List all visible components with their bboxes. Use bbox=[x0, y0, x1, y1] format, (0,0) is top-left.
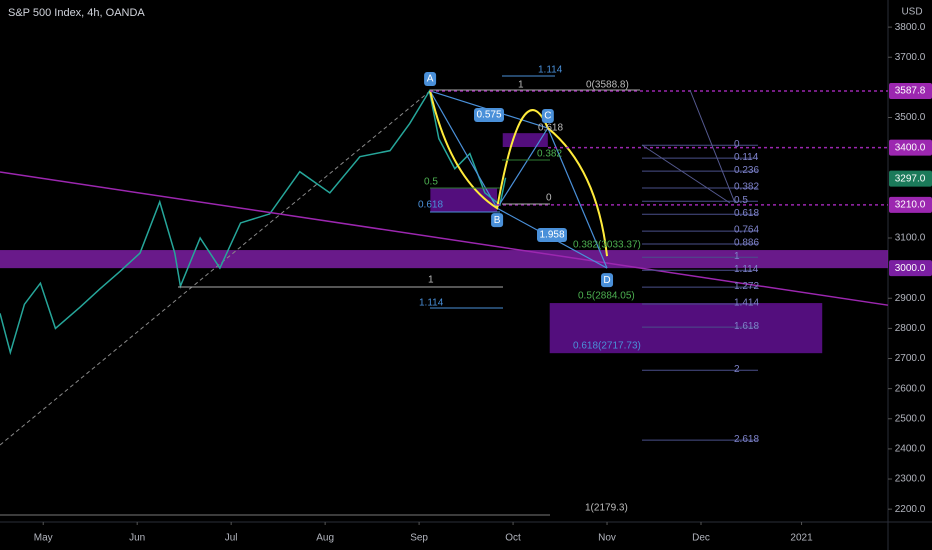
point-badge bbox=[491, 213, 504, 228]
chart-title: S&P 500 Index, 4h, OANDA bbox=[8, 7, 145, 19]
fib-label: 0.114 bbox=[734, 152, 759, 163]
fib-label: 2.618 bbox=[734, 434, 759, 445]
price-tag-label: 3000.0 bbox=[895, 263, 926, 274]
price-line bbox=[0, 88, 507, 356]
annotation: 0.618 bbox=[418, 200, 443, 211]
pattern-leg bbox=[547, 127, 608, 269]
y-tick-label: 2800.0 bbox=[895, 323, 926, 334]
price-tag bbox=[889, 83, 932, 100]
point-label: D bbox=[603, 275, 610, 286]
y-tick-label: 3500.0 bbox=[895, 112, 926, 123]
point-badge bbox=[424, 71, 437, 86]
y-tick-label: 2700.0 bbox=[895, 353, 926, 364]
y-tick-label: 2500.0 bbox=[895, 413, 926, 424]
annotation: 0.382 bbox=[537, 149, 562, 160]
y-tick-label: 2200.0 bbox=[895, 504, 926, 515]
annotation: 0.382(3033.37) bbox=[573, 240, 641, 251]
xa-leg bbox=[0, 90, 431, 446]
fib-box bbox=[549, 303, 823, 354]
annotation: 1.114 bbox=[419, 298, 444, 309]
fib-label: 1.618 bbox=[734, 321, 759, 332]
y-tick-label: 3700.0 bbox=[895, 52, 926, 63]
price-tag-label: 3297.0 bbox=[895, 173, 926, 184]
annotation: 0.618 bbox=[538, 123, 563, 134]
fib-label: 0.382 bbox=[734, 182, 759, 193]
fib-label: 1.272 bbox=[734, 281, 759, 292]
x-tick-label: May bbox=[34, 533, 53, 544]
price-tag-label: 3210.0 bbox=[895, 200, 926, 211]
annotation: 0(3588.8) bbox=[586, 80, 629, 91]
y-tick-label: 2900.0 bbox=[895, 293, 926, 304]
trendline bbox=[0, 171, 889, 306]
fib-box bbox=[502, 133, 548, 148]
point-badge bbox=[541, 109, 554, 124]
y-tick-label: 3800.0 bbox=[895, 22, 926, 33]
annotation: 0.5 bbox=[424, 177, 438, 188]
price-tag bbox=[889, 196, 932, 213]
ratio-badge bbox=[474, 108, 504, 122]
y-tick-label: 2300.0 bbox=[895, 474, 926, 485]
price-tag bbox=[889, 170, 932, 187]
x-tick-label: Jun bbox=[129, 533, 145, 544]
point-label: A bbox=[427, 74, 434, 85]
fib-label: 0.618 bbox=[734, 208, 759, 219]
pattern-leg bbox=[496, 127, 549, 209]
y-tick-label: 3100.0 bbox=[895, 233, 926, 244]
fib-label: 1.114 bbox=[734, 264, 759, 275]
annotation: 1 bbox=[428, 275, 434, 286]
annotation: 0 bbox=[546, 193, 552, 204]
price-tag-label: 3587.8 bbox=[895, 86, 926, 97]
fib-label: 0 bbox=[734, 139, 740, 150]
y-tick-label: 2400.0 bbox=[895, 444, 926, 455]
fib-label: 1 bbox=[734, 251, 740, 262]
fib-label: 1.414 bbox=[734, 298, 759, 309]
price-tag-label: 3400.0 bbox=[895, 142, 926, 153]
price-tag bbox=[889, 260, 932, 277]
annotation: 0.5(2884.05) bbox=[578, 291, 635, 302]
x-tick-label: Dec bbox=[692, 533, 710, 544]
point-label: C bbox=[544, 111, 551, 122]
y-tick-label: 2600.0 bbox=[895, 383, 926, 394]
price-tag bbox=[889, 139, 932, 156]
annotation: 1(2179.3) bbox=[585, 503, 628, 514]
annotation: 1.114 bbox=[538, 65, 563, 76]
fib-diagonal bbox=[689, 89, 736, 204]
ratio-badge bbox=[537, 228, 567, 242]
x-tick-label: Oct bbox=[505, 533, 521, 544]
fib-label: 2 bbox=[734, 364, 740, 375]
fib-label: 0.5 bbox=[734, 195, 748, 206]
pattern-leg bbox=[429, 90, 498, 209]
ratio-label: 0.575 bbox=[476, 110, 501, 121]
y-unit: USD bbox=[901, 7, 922, 18]
x-tick-label: 2021 bbox=[790, 533, 813, 544]
fib-label: 0.886 bbox=[734, 238, 759, 249]
x-tick-label: Aug bbox=[316, 533, 334, 544]
fib-label: 0.236 bbox=[734, 165, 759, 176]
point-badge bbox=[601, 273, 614, 288]
ratio-label: 1.958 bbox=[539, 230, 564, 241]
point-label: B bbox=[494, 215, 501, 226]
projection-curve bbox=[429, 90, 609, 257]
x-tick-label: Nov bbox=[598, 533, 616, 544]
x-tick-label: Jul bbox=[225, 533, 238, 544]
annotation: 0.618(2717.73) bbox=[573, 341, 641, 352]
annotation: 1 bbox=[518, 80, 524, 91]
fib-label: 0.764 bbox=[734, 225, 759, 236]
x-tick-label: Sep bbox=[410, 533, 428, 544]
fib-diagonal bbox=[641, 144, 731, 204]
